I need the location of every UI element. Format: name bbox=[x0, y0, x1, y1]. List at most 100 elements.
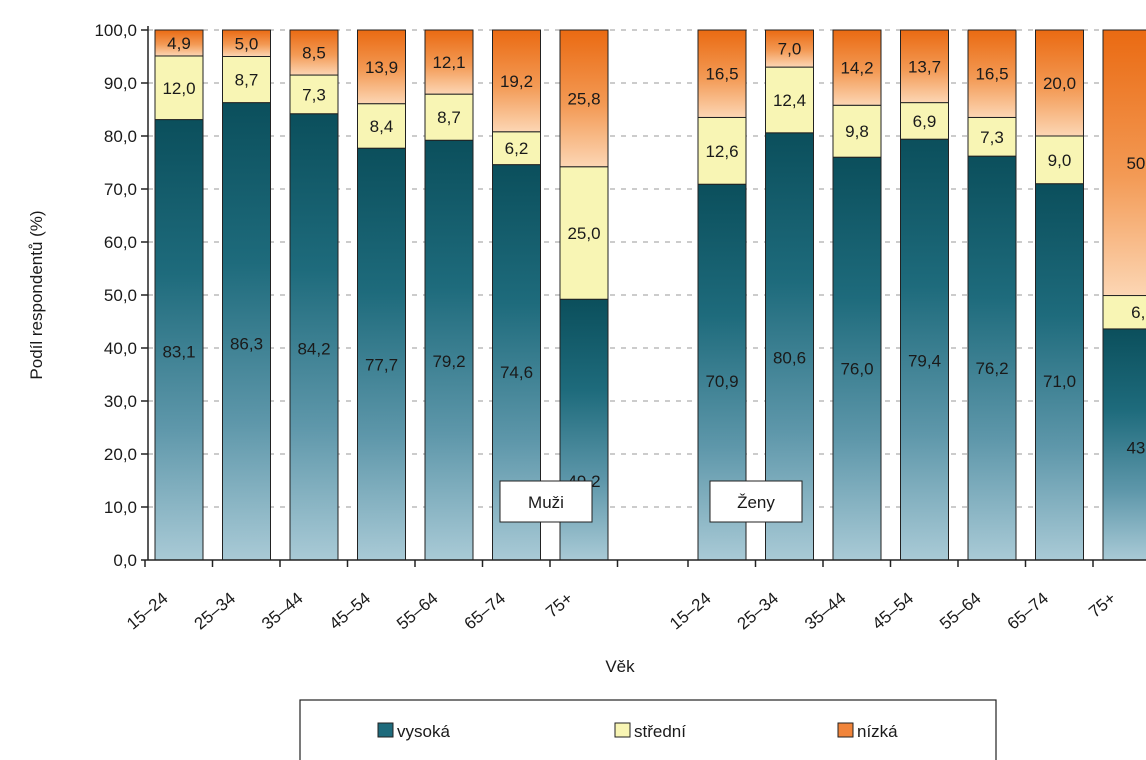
bar-vysoka bbox=[357, 147, 406, 561]
x-tick-label: 75+ bbox=[542, 588, 576, 621]
bar-vysoka bbox=[289, 113, 339, 561]
x-tick-label: 45–54 bbox=[326, 589, 374, 634]
value-label-stredni: 7,3 bbox=[302, 85, 326, 104]
data-labels: 83,1 12,0 4,9 86,3 8,7 5,0 84,2 7,3 8,5 77,7 8,4 13… bbox=[162, 34, 1146, 523]
value-label-nizka: 7,0 bbox=[778, 40, 802, 59]
value-label-stredni: 6,3 bbox=[1131, 303, 1146, 322]
value-label-vysoka: 86,3 bbox=[230, 335, 263, 354]
legend-label: vysoká bbox=[397, 722, 450, 741]
y-tick-label: 90,0 bbox=[104, 74, 137, 93]
value-label-stredni: 8,4 bbox=[370, 117, 394, 136]
value-label-stredni: 7,3 bbox=[980, 128, 1004, 147]
x-tick-label: 55–64 bbox=[393, 589, 441, 634]
bar-nizka bbox=[967, 29, 1017, 118]
bar-vysoka bbox=[154, 119, 204, 561]
bar-vysoka bbox=[424, 139, 474, 561]
bar-nizka bbox=[832, 29, 882, 106]
value-label-vysoka: 70,9 bbox=[705, 372, 738, 391]
value-label-nizka: 13,9 bbox=[365, 58, 398, 77]
bar-nizka bbox=[697, 29, 747, 118]
y-tick-label: 20,0 bbox=[104, 445, 137, 464]
legend-swatch bbox=[837, 722, 854, 738]
bar-nizka bbox=[154, 29, 204, 57]
value-label-vysoka: 76,2 bbox=[975, 359, 1008, 378]
bar-vysoka bbox=[1102, 328, 1146, 561]
bar-vysoka bbox=[967, 155, 1017, 561]
value-label-nizka: 5,0 bbox=[235, 34, 259, 53]
bar-stredni bbox=[289, 74, 339, 115]
y-tick-label: 0,0 bbox=[113, 551, 137, 570]
value-label-stredni: 6,2 bbox=[505, 139, 529, 158]
y-tick-label: 100,0 bbox=[94, 21, 137, 40]
bar-stredni bbox=[832, 104, 882, 158]
group-label: Muži bbox=[528, 493, 564, 512]
x-tick-label: 25–34 bbox=[191, 589, 239, 634]
legend-label: střední bbox=[634, 722, 686, 741]
bar-nizka bbox=[492, 29, 541, 133]
value-label-stredni: 8,7 bbox=[235, 71, 259, 90]
value-label-stredni: 9,8 bbox=[845, 122, 869, 141]
value-label-vysoka: 76,0 bbox=[840, 360, 873, 379]
x-tick-label: 55–64 bbox=[936, 589, 984, 634]
bar-stredni bbox=[492, 131, 541, 166]
value-label-stredni: 25,0 bbox=[567, 224, 600, 243]
x-tick-label: 75+ bbox=[1085, 588, 1119, 621]
legend-swatch bbox=[614, 722, 631, 738]
y-tick-label: 30,0 bbox=[104, 392, 137, 411]
value-label-nizka: 19,2 bbox=[500, 72, 533, 91]
value-label-vysoka: 79,2 bbox=[432, 352, 465, 371]
bar-vysoka bbox=[832, 156, 882, 561]
bar-nizka bbox=[765, 29, 814, 68]
value-label-vysoka: 83,1 bbox=[162, 342, 195, 361]
bar-nizka bbox=[222, 29, 271, 57]
legend-box bbox=[299, 699, 997, 760]
value-label-stredni: 12,4 bbox=[773, 91, 806, 110]
bars bbox=[154, 29, 1146, 561]
x-tick-label: 15–24 bbox=[666, 589, 714, 634]
x-tick-label: 15–24 bbox=[123, 589, 171, 634]
bar-nizka bbox=[1035, 29, 1084, 137]
bar-nizka bbox=[1102, 29, 1146, 297]
x-tick-label: 35–44 bbox=[801, 589, 849, 634]
value-label-nizka: 14,2 bbox=[840, 59, 873, 78]
value-label-stredni: 12,6 bbox=[705, 142, 738, 161]
value-label-vysoka: 74,6 bbox=[500, 363, 533, 382]
value-label-vysoka: 71,0 bbox=[1043, 372, 1076, 391]
bar-nizka bbox=[289, 29, 339, 76]
value-label-vysoka: 77,7 bbox=[365, 356, 398, 375]
value-label-nizka: 12,1 bbox=[432, 53, 465, 72]
value-label-stredni: 9,0 bbox=[1048, 151, 1072, 170]
y-tick-label: 60,0 bbox=[104, 233, 137, 252]
bar-vysoka bbox=[1035, 183, 1084, 561]
y-tick-label: 80,0 bbox=[104, 127, 137, 146]
bar-nizka bbox=[900, 29, 949, 104]
value-label-stredni: 8,7 bbox=[437, 108, 461, 127]
value-label-nizka: 16,5 bbox=[705, 65, 738, 84]
x-tick-label: 35–44 bbox=[258, 589, 306, 634]
bar-nizka bbox=[357, 29, 406, 105]
value-label-stredni: 12,0 bbox=[162, 79, 195, 98]
group-label-box bbox=[499, 480, 593, 523]
bar-vysoka bbox=[222, 102, 271, 561]
bar-stredni bbox=[765, 66, 814, 134]
value-label-nizka: 50,1 bbox=[1126, 154, 1146, 173]
x-tick-label: 65–74 bbox=[1004, 589, 1052, 634]
value-label-vysoka: 80,6 bbox=[773, 348, 806, 367]
bar-stredni bbox=[222, 56, 271, 104]
value-label-vysoka: 84,2 bbox=[297, 340, 330, 359]
value-label-nizka: 20,0 bbox=[1043, 74, 1076, 93]
bar-nizka bbox=[559, 29, 609, 168]
y-axis-title: Podíl respondentů (%) bbox=[27, 210, 46, 379]
x-tick-label: 25–34 bbox=[734, 589, 782, 634]
y-tick-label: 40,0 bbox=[104, 339, 137, 358]
legend: vysoká střední nízká bbox=[299, 699, 997, 760]
legend-label: nízká bbox=[857, 722, 898, 741]
value-label-nizka: 8,5 bbox=[302, 44, 326, 63]
value-label-vysoka: 79,4 bbox=[908, 351, 941, 370]
bar-vysoka bbox=[900, 138, 949, 561]
value-label-nizka: 16,5 bbox=[975, 65, 1008, 84]
bar-nizka bbox=[424, 29, 474, 95]
group-label: Ženy bbox=[737, 493, 775, 512]
value-label-nizka: 4,9 bbox=[167, 34, 191, 53]
